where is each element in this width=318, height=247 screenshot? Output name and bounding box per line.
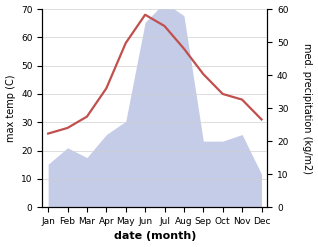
Y-axis label: med. precipitation (kg/m2): med. precipitation (kg/m2) xyxy=(302,43,313,174)
X-axis label: date (month): date (month) xyxy=(114,231,196,242)
Y-axis label: max temp (C): max temp (C) xyxy=(5,74,16,142)
